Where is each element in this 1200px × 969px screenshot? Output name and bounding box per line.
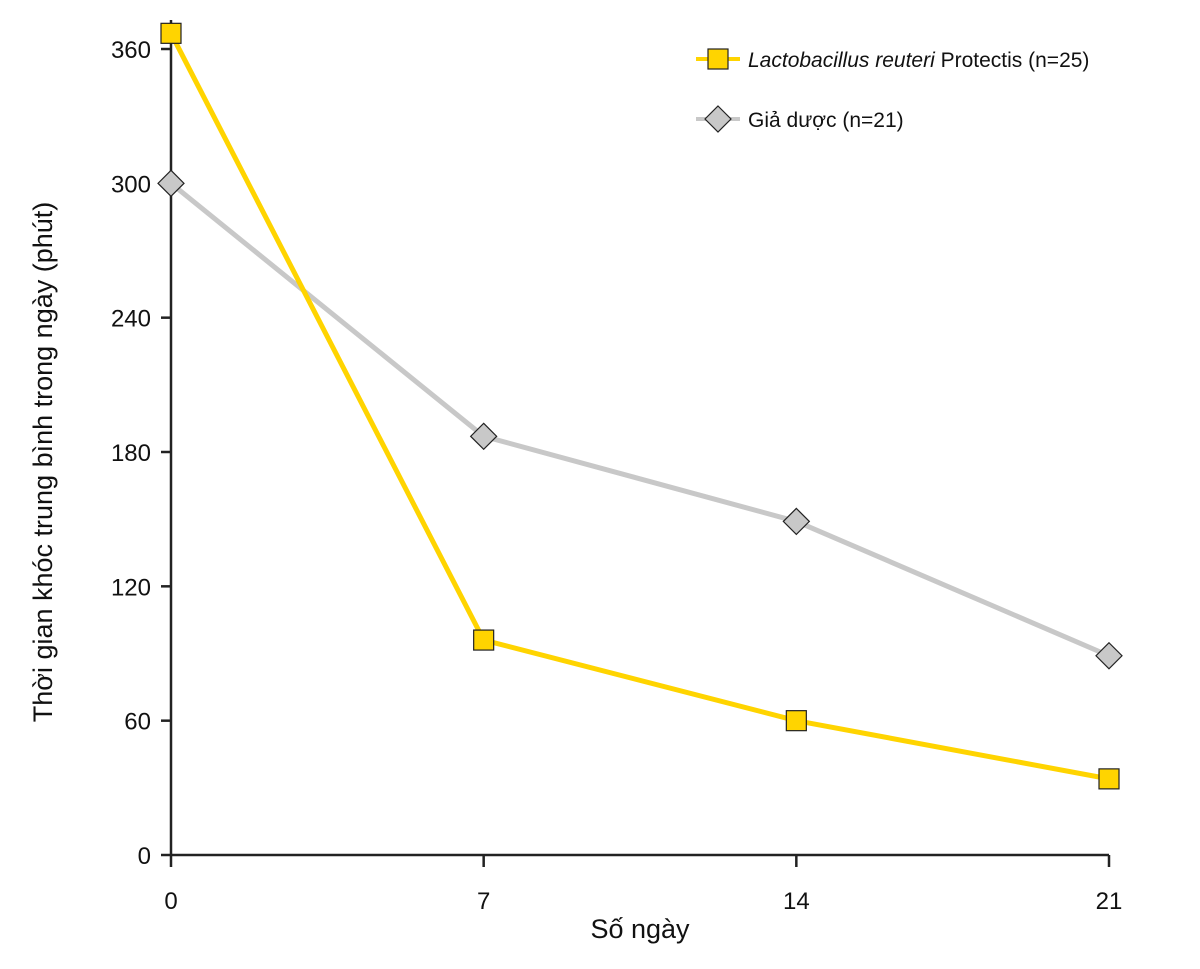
x-tick-label: 0: [164, 888, 177, 915]
y-tick-label: 360: [111, 37, 151, 64]
x-tick-label: 21: [1096, 888, 1123, 915]
data-point-diamond: [157, 169, 185, 198]
y-tick-label: 0: [138, 843, 151, 870]
series-markers: [157, 22, 1123, 790]
x-tick-label: 7: [477, 888, 490, 915]
legend-marker-square: [707, 48, 729, 70]
data-point-square: [785, 710, 807, 732]
legend-item-lactobacillus: Lactobacillus reuteri Protectis (n=25): [696, 48, 1089, 72]
data-point-square: [473, 629, 495, 651]
legend-label-italic-part: Lactobacillus reuteri: [748, 49, 936, 72]
data-point-square: [1098, 768, 1120, 790]
y-tick-label: 120: [111, 574, 151, 601]
data-point-diamond: [782, 507, 811, 536]
legend-label-lactobacillus: Lactobacillus reuteri Protectis (n=25): [748, 49, 1089, 72]
x-ticks: 0 7 14 21: [164, 855, 1122, 915]
legend-item-placebo: Giả dược (n=21): [696, 105, 904, 133]
data-point-diamond: [1095, 641, 1123, 670]
y-tick-label: 180: [111, 440, 151, 467]
data-point-square: [160, 22, 182, 44]
y-ticks: 0 60 120 180 240 300 360: [111, 37, 171, 870]
axes: [169, 20, 1109, 857]
y-tick-label: 240: [111, 306, 151, 333]
y-axis-title: Thời gian khóc trung bình trong ngày (ph…: [28, 202, 58, 723]
series-line-square: [168, 32, 1110, 782]
legend-marker-diamond: [704, 105, 732, 133]
legend: Lactobacillus reuteri Protectis (n=25) G…: [696, 48, 1089, 133]
series-lines: [168, 32, 1110, 782]
legend-label-rest-part: Protectis (n=25): [935, 49, 1090, 72]
x-axis-title: Số ngày: [590, 914, 690, 944]
data-point-diamond: [469, 422, 498, 451]
y-tick-label: 300: [111, 171, 151, 198]
series-line-diamond: [169, 181, 1110, 659]
x-tick-label: 14: [783, 888, 810, 915]
y-tick-label: 60: [124, 709, 151, 736]
legend-label-placebo: Giả dược (n=21): [748, 109, 904, 132]
